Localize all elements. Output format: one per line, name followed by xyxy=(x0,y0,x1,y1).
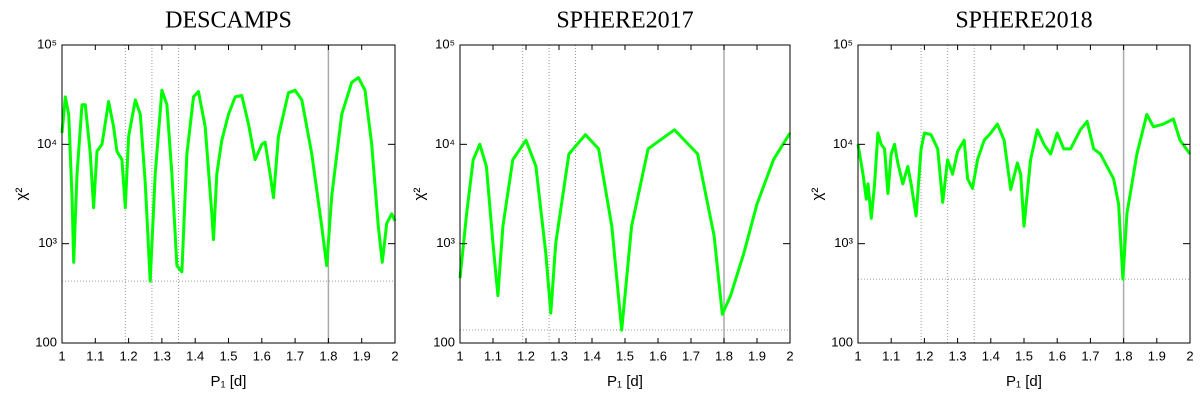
y-tick-label: 100 xyxy=(433,334,455,349)
x-tick-label: 1.1 xyxy=(484,348,502,363)
x-tick-label: 2 xyxy=(1186,348,1193,363)
x-tick-label: 1.5 xyxy=(616,348,634,363)
x-tick-label: 2 xyxy=(786,348,793,363)
x-tick-label: 1.8 xyxy=(319,348,337,363)
x-tick-label: 1.6 xyxy=(1048,348,1066,363)
x-tick-label: 1.4 xyxy=(982,348,1000,363)
y-tick-label: 100 xyxy=(831,334,853,349)
y-axis-label: χ² xyxy=(411,188,428,201)
y-tick-label: 100 xyxy=(35,334,57,349)
y-axis-label: χ² xyxy=(809,188,826,201)
x-tick-label: 1.9 xyxy=(353,348,371,363)
x-tick-label: 1.3 xyxy=(949,348,967,363)
y-tick-label: 10⁴ xyxy=(833,136,853,151)
x-tick-label: 1.2 xyxy=(915,348,933,363)
x-tick-label: 1.8 xyxy=(1115,348,1133,363)
x-axis-label: P₁ [d] xyxy=(607,373,643,390)
x-tick-label: 1.3 xyxy=(153,348,171,363)
x-tick-label: 1.4 xyxy=(583,348,601,363)
plot-frame xyxy=(61,44,396,344)
x-tick-label: 1.1 xyxy=(882,348,900,363)
x-tick-label: 1.5 xyxy=(219,348,237,363)
x-tick-label: 1.9 xyxy=(748,348,766,363)
y-axis-label: χ² xyxy=(13,188,30,201)
x-tick-label: 1.2 xyxy=(120,348,138,363)
x-tick-label: 2 xyxy=(391,348,398,363)
chart-title: SPHERE2018 xyxy=(955,8,1092,34)
data-line xyxy=(60,76,397,283)
y-tick-label: 10³ xyxy=(38,235,57,250)
x-tick-label: 1.2 xyxy=(517,348,535,363)
x-tick-label: 1.9 xyxy=(1148,348,1166,363)
x-tick-label: 1 xyxy=(456,348,463,363)
x-tick-label: 1.5 xyxy=(1015,348,1033,363)
chart-title: DESCAMPS xyxy=(165,8,292,34)
x-tick-label: 1 xyxy=(58,348,65,363)
x-axis-label: P₁ [d] xyxy=(1006,373,1042,390)
y-tick-label: 10⁴ xyxy=(435,136,455,151)
x-tick-label: 1.4 xyxy=(186,348,204,363)
x-tick-label: 1.3 xyxy=(550,348,568,363)
x-tick-label: 1.6 xyxy=(649,348,667,363)
x-tick-label: 1.6 xyxy=(253,348,271,363)
x-tick-label: 1.7 xyxy=(1081,348,1099,363)
y-tick-label: 10³ xyxy=(436,235,455,250)
y-tick-label: 10⁵ xyxy=(833,36,853,51)
plot-frame xyxy=(857,44,1191,344)
x-tick-label: 1.7 xyxy=(286,348,304,363)
x-axis-label: P₁ [d] xyxy=(211,373,247,390)
x-tick-label: 1 xyxy=(854,348,861,363)
y-tick-label: 10³ xyxy=(834,235,853,250)
x-tick-label: 1.7 xyxy=(682,348,700,363)
chart-title: SPHERE2017 xyxy=(556,8,693,34)
data-line xyxy=(856,112,1192,281)
x-tick-label: 1.8 xyxy=(715,348,733,363)
y-tick-label: 10⁵ xyxy=(435,36,455,51)
y-tick-label: 10⁴ xyxy=(37,136,57,151)
y-tick-label: 10⁵ xyxy=(37,36,57,51)
x-tick-label: 1.1 xyxy=(86,348,104,363)
data-line xyxy=(458,128,792,332)
